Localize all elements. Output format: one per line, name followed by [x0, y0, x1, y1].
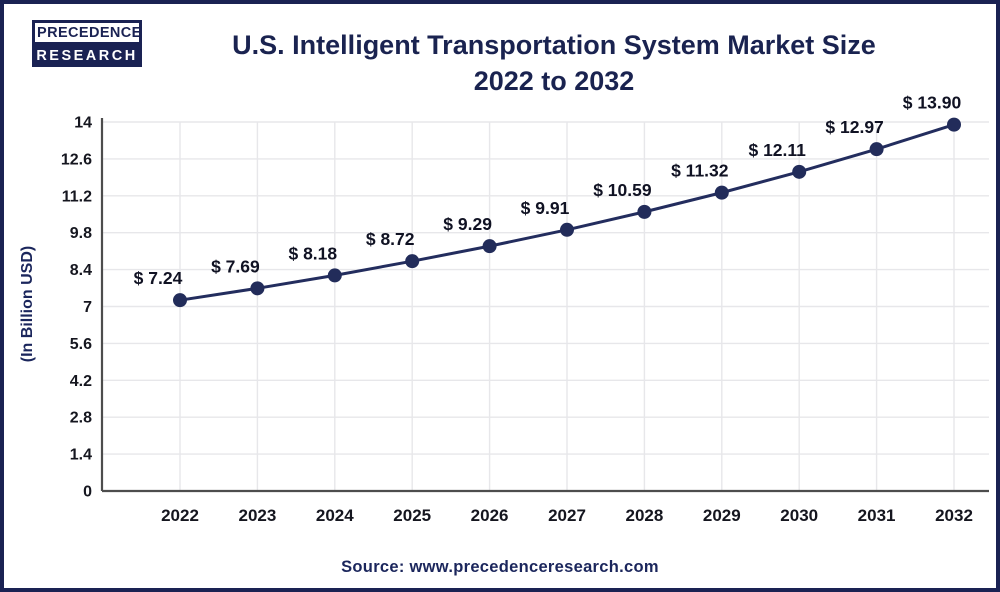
- x-tick-label: 2025: [393, 506, 431, 525]
- data-label-2025: $ 8.72: [366, 229, 415, 249]
- x-tick-label: 2022: [161, 506, 199, 525]
- brand-logo-research: RESEARCH: [32, 45, 142, 67]
- x-tick-label: 2032: [935, 506, 973, 525]
- y-tick-label: 2.8: [70, 410, 92, 427]
- data-point-2029: [714, 185, 729, 200]
- x-tick-label: 2024: [316, 506, 354, 525]
- x-tick-label: 2023: [238, 506, 276, 525]
- chart-title-line1: U.S. Intelligent Transportation System M…: [232, 30, 876, 60]
- data-label-2024: $ 8.18: [288, 243, 337, 263]
- brand-logo-precedence: PRECEDENCE: [32, 20, 142, 45]
- data-point-2023: [250, 281, 265, 296]
- data-point-2024: [327, 268, 342, 283]
- data-label-2030: $ 12.11: [748, 140, 806, 160]
- data-label-2023: $ 7.69: [211, 256, 260, 276]
- y-tick-label: 5.6: [70, 336, 92, 353]
- y-tick-label: 7: [83, 299, 92, 316]
- chart-title: U.S. Intelligent Transportation System M…: [124, 28, 984, 99]
- data-point-2032: [947, 117, 961, 132]
- data-label-2022: $ 7.24: [134, 268, 183, 288]
- x-tick-label: 2030: [780, 506, 818, 525]
- chart-title-line2: 2022 to 2032: [473, 65, 635, 96]
- data-point-2022: [173, 293, 187, 308]
- x-tick-label: 2027: [548, 506, 586, 525]
- y-tick-label: 4.2: [70, 373, 92, 390]
- data-label-2028: $ 10.59: [593, 180, 652, 200]
- y-tick-label: 9.8: [70, 225, 92, 242]
- x-tick-label: 2026: [471, 506, 509, 525]
- y-tick-label: 1.4: [70, 447, 92, 464]
- source-text: Source: www.precedenceresearch.com: [341, 558, 659, 576]
- data-label-2029: $ 11.32: [671, 161, 729, 181]
- y-tick-label: 8.4: [70, 262, 92, 279]
- y-tick-label: 12.6: [61, 151, 92, 168]
- data-label-2032: $ 13.90: [903, 93, 962, 113]
- line-chart-canvas: 0 1.4 2.8 4.2 5.6 7 8.4 9.8 11.2 12.6 14 2022 2023 20…: [61, 93, 989, 525]
- y-tick-label: 11.2: [62, 188, 92, 205]
- data-point-2027: [560, 222, 574, 237]
- data-label-2031: $ 12.97: [825, 117, 883, 137]
- x-tick-label: 2028: [625, 506, 663, 525]
- data-point-2028: [637, 204, 652, 219]
- data-point-2031: [869, 142, 884, 157]
- data-label-2027: $ 9.91: [521, 198, 570, 218]
- x-tick-label: 2029: [703, 506, 741, 525]
- brand-logo: PRECEDENCE RESEARCH: [32, 20, 142, 67]
- data-point-2030: [792, 164, 807, 179]
- data-point-2025: [405, 254, 420, 269]
- y-tick-label: 0: [83, 484, 92, 501]
- x-tick-label: 2031: [858, 506, 896, 525]
- y-tick-label: 14: [74, 115, 92, 132]
- data-label-2026: $ 9.29: [443, 214, 492, 234]
- data-point-2026: [482, 239, 497, 254]
